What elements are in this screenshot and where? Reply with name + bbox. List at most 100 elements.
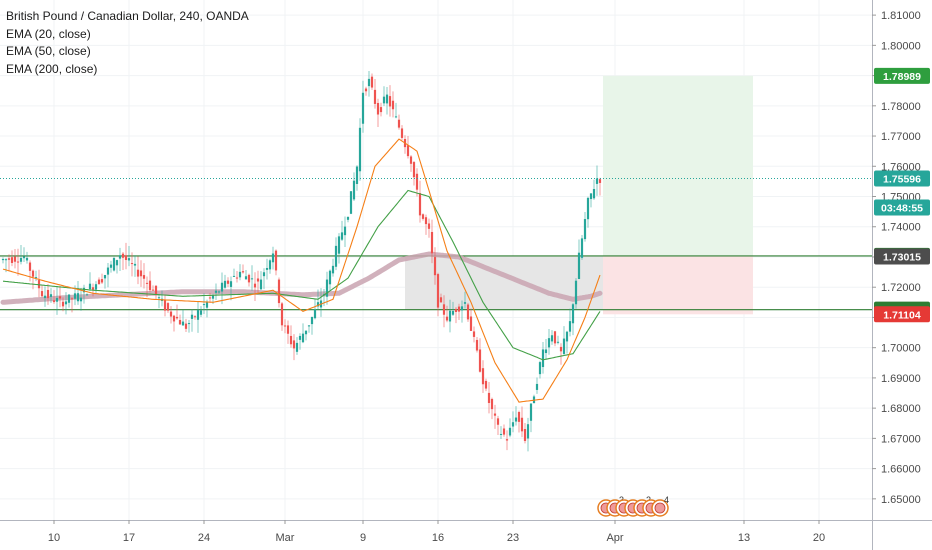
event-count-label: 4 [664,495,669,505]
candle-body [253,283,257,288]
candle-body [178,319,182,325]
candle-body [259,279,263,290]
candle-body [541,349,545,368]
ema-50-label[interactable]: EMA (50, close) [6,44,91,58]
candle-body [361,92,365,124]
candle-body [388,96,392,107]
candle-body [538,362,542,375]
x-tick-label: 16 [432,532,444,544]
candle-body [373,89,377,104]
candle-body [562,338,566,354]
y-tick-label: 1.66000 [881,464,921,476]
candle-body [181,321,185,326]
candle-body [295,342,299,352]
candle-body [580,238,584,258]
candle-body [250,278,254,280]
candle-body [247,274,251,283]
candle-body [262,272,266,277]
candle-body [379,107,383,113]
candle-body [172,315,176,322]
candle-body [313,309,317,319]
x-tick-label: 23 [507,532,519,544]
y-tick-label: 1.77000 [881,131,921,143]
candle-body [496,418,500,425]
candle-body [505,439,509,441]
candle-body [556,341,560,343]
candle-body [547,338,551,348]
candle-body [433,257,437,276]
candle-body [217,291,221,293]
candle-body [196,310,200,320]
candle-body [430,231,434,254]
candle-body [460,306,464,311]
candle-body [589,193,593,200]
price-tag [874,248,930,265]
symbol-title[interactable]: British Pound / Canadian Dollar, 240, OA… [6,9,249,23]
candle-body [535,383,539,390]
candle-body [448,310,452,322]
candle-body [244,276,248,280]
candle-body [316,302,320,307]
x-axis-ticks: 10 17 24 Mar 9 16 23 Apr 13 20 [48,520,825,544]
y-tick-label: 1.76000 [881,161,921,173]
candle-body [175,316,179,319]
price-tag-label: 1.71104 [883,309,921,321]
y-tick-label: 1.81000 [881,10,921,22]
candle-body [583,219,587,240]
candle-body [226,280,230,284]
candle-body [385,94,389,104]
candle-body [490,398,494,410]
ema-200-label[interactable]: EMA (200, close) [6,61,98,76]
candle-body [502,428,506,435]
candle-body [466,304,470,320]
candle-body [301,333,305,343]
candle-body [346,216,350,220]
candle-body [544,349,548,354]
candle-body [37,280,41,289]
candle-body [427,223,431,229]
y-tick-label: 1.78000 [881,101,921,113]
candle-body [286,325,290,334]
candle-body [439,297,443,303]
candle-body [331,265,335,274]
candle-body [577,252,581,280]
candle-body [520,417,524,432]
candle-body [220,282,224,292]
candle-body [418,193,422,216]
candle-body [7,258,11,260]
price-tag-label: 1.75596 [883,173,921,185]
economic-events[interactable]: 324 [597,495,669,517]
candle-body [28,262,32,271]
candle-body [529,403,533,421]
long-position-target-zone [603,75,753,256]
y-tick-label: 1.67000 [881,433,921,445]
ema-20-label[interactable]: EMA (20, close) [6,26,91,41]
candle-body [130,263,134,265]
x-tick-label: Mar [276,532,295,544]
ema-lines [2,138,601,403]
candle-body [409,156,413,164]
chart-legend: British Pound / Canadian Dollar, 240, OA… [6,8,249,78]
candle-body [553,331,557,344]
ema-20-path [2,138,601,403]
candle-body [109,264,113,268]
candle-body [190,314,194,319]
candle-body [382,96,386,104]
candle-body [61,301,65,307]
candle-body [367,78,371,87]
candle-body [343,226,347,236]
candle-body [586,197,590,220]
candle-body [454,308,458,312]
price-tag-label: 1.78989 [883,71,921,83]
price-tag [874,199,930,216]
candle-body [163,299,167,311]
candle-body [487,392,491,404]
candle-body [136,269,140,277]
candle-body [277,279,281,304]
y-tick-label: 1.65000 [881,494,921,506]
candle-body [397,119,401,128]
candle-body [334,245,338,267]
candle-body [475,339,479,351]
candle-body [46,289,50,299]
